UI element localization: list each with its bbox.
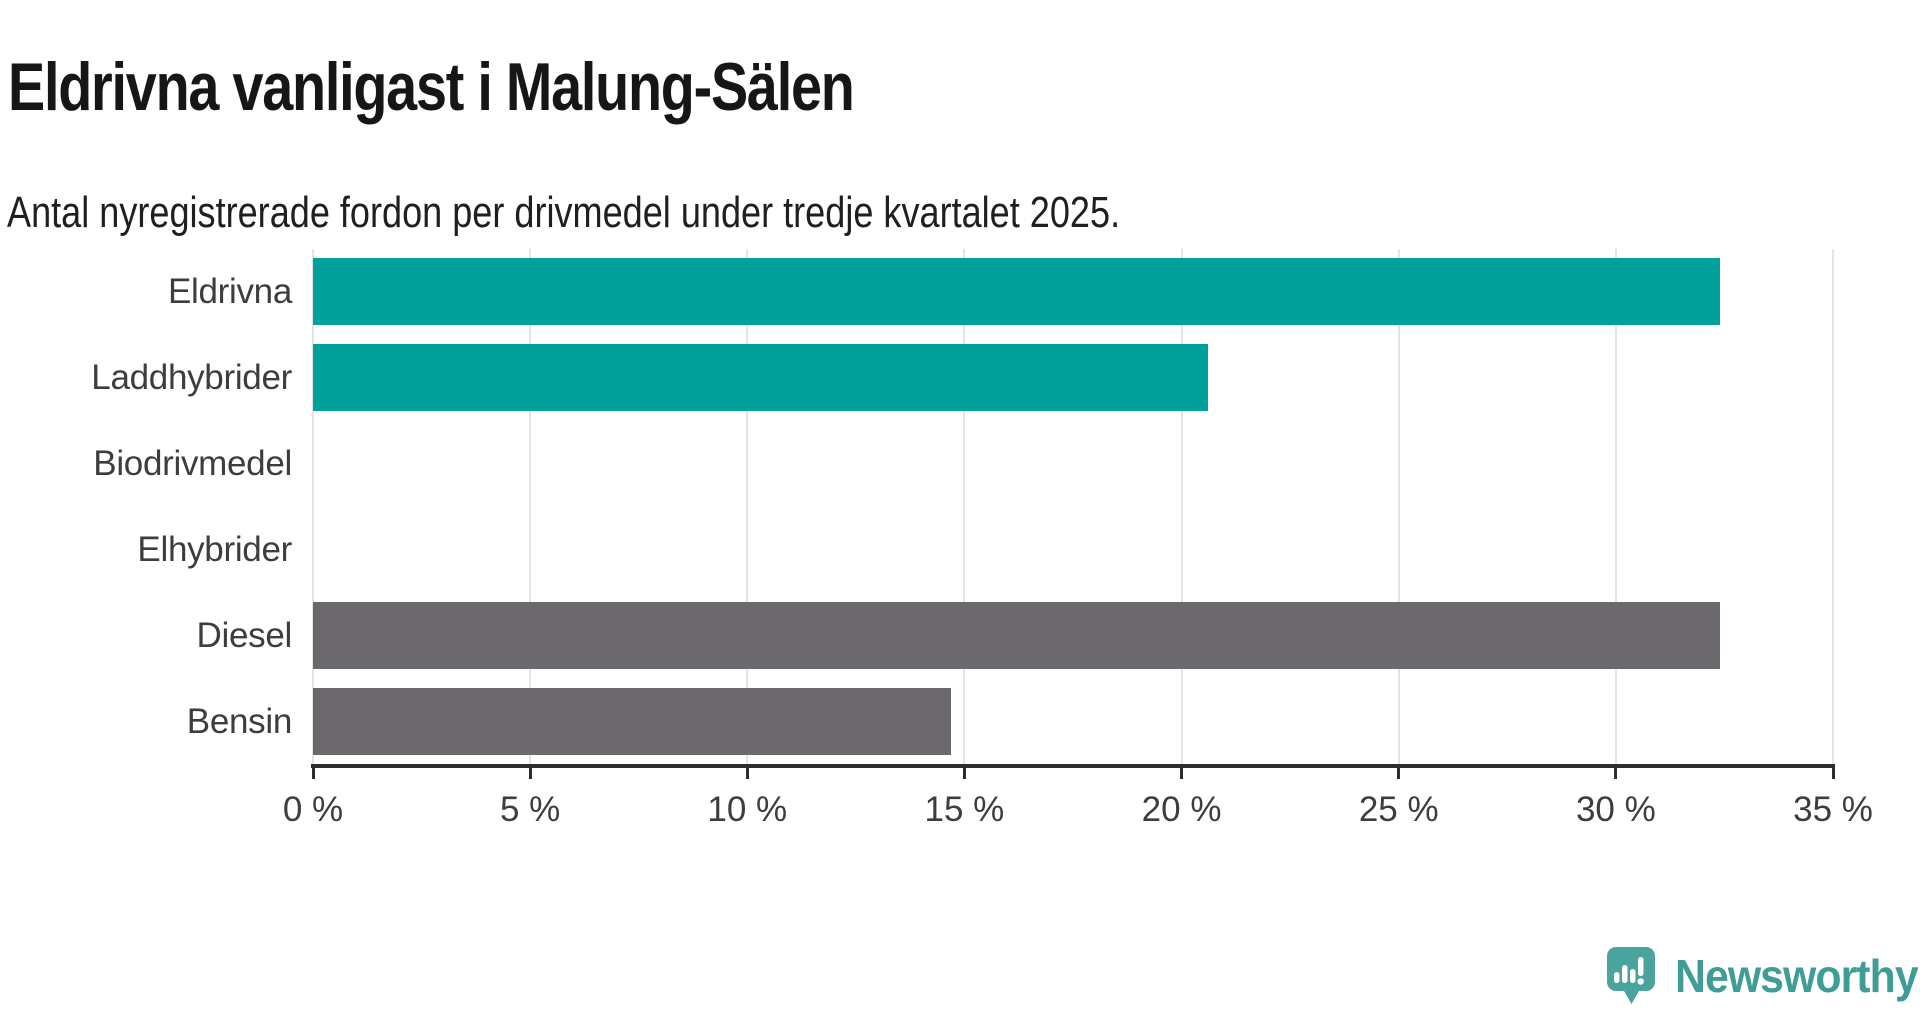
- chart-title: Eldrivna vanligast i Malung-Sälen: [8, 48, 855, 125]
- x-tick: [311, 764, 315, 779]
- newsworthy-icon: [1607, 947, 1655, 1004]
- x-tick: [1397, 764, 1401, 779]
- x-tick: [1180, 764, 1184, 779]
- gridline: [529, 249, 532, 764]
- x-tick-label: 25 %: [1358, 790, 1439, 829]
- x-tick: [745, 764, 749, 779]
- gridline: [1832, 249, 1834, 764]
- gridline: [1180, 249, 1183, 764]
- x-tick-label: 10 %: [707, 790, 788, 829]
- bar-bensin: [313, 687, 952, 755]
- chart-subtitle: Antal nyregistrerade fordon per drivmede…: [7, 188, 1121, 237]
- category-label: Elhybrider: [137, 529, 292, 569]
- category-label: Bensin: [186, 701, 293, 741]
- x-tick-label: 35 %: [1793, 790, 1873, 829]
- plot-area: [312, 249, 1834, 764]
- x-tick: [1614, 764, 1618, 779]
- newsworthy-logo: Newsworthy: [1606, 946, 1920, 1006]
- y-axis-labels: Eldrivna Laddhybrider Biodrivmedel Elhybrid…: [0, 249, 292, 764]
- category-label: Biodrivmedel: [93, 444, 292, 484]
- x-tick-label: 0 %: [282, 790, 344, 829]
- newsworthy-wordmark: Newsworthy: [1675, 950, 1919, 1002]
- category-label: Diesel: [196, 615, 293, 655]
- bar-laddhybrider: [313, 344, 1208, 412]
- x-tick-label: 15 %: [924, 790, 1005, 829]
- x-tick: [1831, 764, 1835, 779]
- gridline: [963, 249, 966, 764]
- gridline: [312, 249, 314, 764]
- category-label: Eldrivna: [167, 272, 292, 312]
- bar-eldrivna: [313, 258, 1721, 326]
- x-tick-label: 20 %: [1141, 790, 1222, 829]
- gridline: [1614, 249, 1617, 764]
- x-tick-label: 5 %: [499, 790, 561, 829]
- category-label: Laddhybrider: [91, 358, 292, 398]
- gridline: [746, 249, 749, 764]
- gridline: [1397, 249, 1400, 764]
- x-tick-label: 30 %: [1575, 790, 1656, 829]
- x-tick: [962, 764, 966, 779]
- x-tick: [528, 764, 532, 779]
- x-axis-line: [311, 764, 1835, 768]
- bar-diesel: [313, 601, 1721, 669]
